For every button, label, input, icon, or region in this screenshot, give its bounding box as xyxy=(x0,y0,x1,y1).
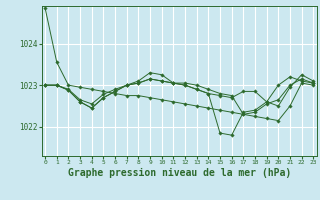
X-axis label: Graphe pression niveau de la mer (hPa): Graphe pression niveau de la mer (hPa) xyxy=(68,168,291,178)
